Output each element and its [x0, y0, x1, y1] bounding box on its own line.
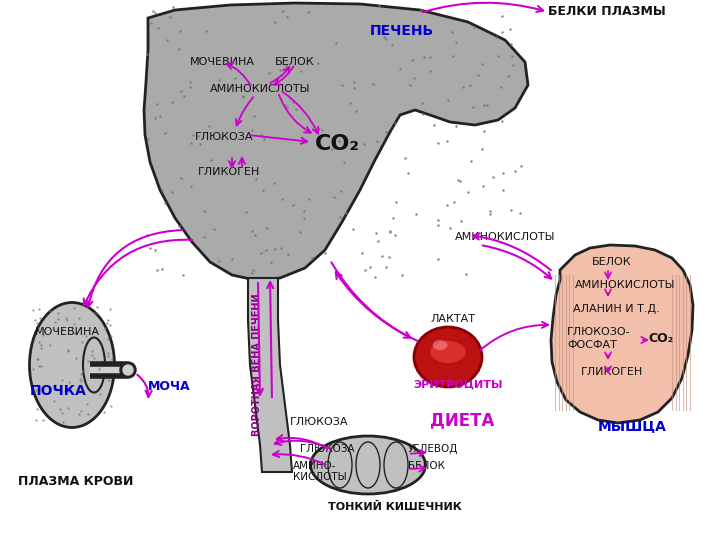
Text: ФОСФАТ: ФОСФАТ [567, 340, 617, 350]
Text: КИСЛОТЫ: КИСЛОТЫ [293, 472, 347, 482]
Polygon shape [551, 245, 693, 423]
Text: ЛАКТАТ: ЛАКТАТ [430, 314, 475, 324]
Ellipse shape [30, 302, 114, 428]
Polygon shape [144, 3, 528, 280]
Text: БЕЛОК: БЕЛОК [275, 57, 315, 67]
Circle shape [120, 362, 136, 378]
Text: УГЛЕВОД: УГЛЕВОД [408, 444, 459, 454]
Text: CO₂: CO₂ [315, 134, 360, 154]
Text: CO₂: CO₂ [648, 332, 673, 345]
Text: МОЧА: МОЧА [148, 380, 191, 393]
Text: ГЛИКОГЕН: ГЛИКОГЕН [581, 367, 643, 377]
Text: ГЛЮКОЗА: ГЛЮКОЗА [195, 132, 253, 142]
Text: ТОНКИЙ КИШЕЧНИК: ТОНКИЙ КИШЕЧНИК [328, 502, 462, 512]
Ellipse shape [433, 340, 448, 350]
Ellipse shape [414, 327, 482, 387]
Text: ГЛЮКОЗА: ГЛЮКОЗА [300, 444, 354, 454]
Text: ВОРОТНАЯ ВЕНА ПЕЧЕНИ: ВОРОТНАЯ ВЕНА ПЕЧЕНИ [252, 294, 262, 436]
Text: МОЧЕВИНА: МОЧЕВИНА [35, 327, 100, 337]
Text: ГЛЮКОЗО-: ГЛЮКОЗО- [567, 327, 631, 337]
Ellipse shape [431, 341, 466, 363]
Text: ПЛАЗМА КРОВИ: ПЛАЗМА КРОВИ [18, 475, 133, 488]
Text: МЫШЦА: МЫШЦА [598, 419, 667, 433]
Text: АМИНОКИСЛОТЫ: АМИНОКИСЛОТЫ [210, 84, 310, 94]
Text: ПЕЧЕНЬ: ПЕЧЕНЬ [370, 24, 434, 38]
Text: АМИНО-: АМИНО- [293, 461, 336, 471]
Text: ПОЧКА: ПОЧКА [30, 384, 87, 398]
Text: ГЛИКОГЕН: ГЛИКОГЕН [198, 167, 260, 177]
Ellipse shape [83, 338, 105, 393]
Text: АМИНОКИСЛОТЫ: АМИНОКИСЛОТЫ [575, 280, 675, 290]
Text: ЭРИТРОЦИТЫ: ЭРИТРОЦИТЫ [413, 380, 503, 390]
Text: АМИНОКИСЛОТЫ: АМИНОКИСЛОТЫ [455, 232, 556, 242]
Circle shape [123, 365, 133, 375]
Text: АЛАНИН И Т.Д.: АЛАНИН И Т.Д. [573, 304, 660, 314]
Text: БЕЛОК: БЕЛОК [592, 257, 631, 267]
Text: ГЛЮКОЗА: ГЛЮКОЗА [290, 417, 348, 427]
Text: МОЧЕВИНА: МОЧЕВИНА [190, 57, 255, 67]
Ellipse shape [310, 436, 426, 494]
Text: БЕЛОК: БЕЛОК [408, 461, 445, 471]
Text: ДИЕТА: ДИЕТА [430, 411, 495, 429]
Text: БЕЛКИ ПЛАЗМЫ: БЕЛКИ ПЛАЗМЫ [548, 5, 666, 18]
Polygon shape [248, 278, 292, 472]
